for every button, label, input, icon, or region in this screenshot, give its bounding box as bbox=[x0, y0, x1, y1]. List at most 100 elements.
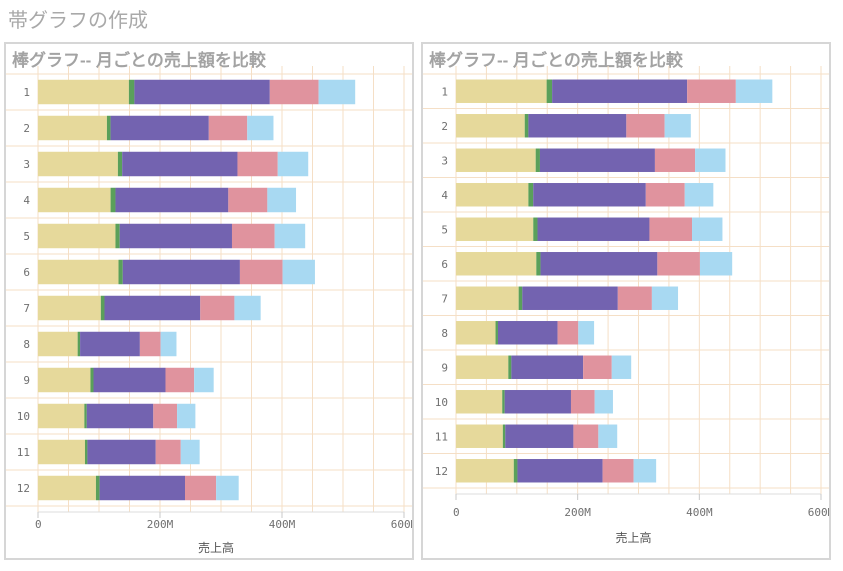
bar-segment-1-2[interactable] bbox=[546, 79, 553, 103]
bar-segment-11-1[interactable] bbox=[456, 424, 503, 448]
bar-segment-1-4[interactable] bbox=[269, 79, 319, 105]
bar-segment-3-1[interactable] bbox=[38, 151, 118, 177]
bar-segment-7-4[interactable] bbox=[617, 286, 652, 310]
bar-segment-5-1[interactable] bbox=[456, 217, 534, 241]
bar-segment-6-5[interactable] bbox=[282, 259, 315, 285]
bar-segment-9-1[interactable] bbox=[38, 367, 91, 393]
bar-segment-5-3[interactable] bbox=[119, 223, 232, 249]
bar-segment-7-1[interactable] bbox=[456, 286, 519, 310]
bar-segment-4-4[interactable] bbox=[228, 187, 268, 213]
bar-segment-12-3[interactable] bbox=[99, 475, 186, 501]
bar-segment-11-2[interactable] bbox=[84, 439, 88, 465]
bar-segment-8-3[interactable] bbox=[497, 321, 558, 345]
bar-segment-7-2[interactable] bbox=[518, 286, 523, 310]
bar-segment-2-5[interactable] bbox=[664, 114, 691, 138]
bar-segment-11-3[interactable] bbox=[87, 439, 156, 465]
bar-segment-8-2[interactable] bbox=[77, 331, 81, 357]
bar-segment-10-3[interactable] bbox=[86, 403, 154, 429]
bar-segment-8-5[interactable] bbox=[160, 331, 177, 357]
bar-segment-12-1[interactable] bbox=[38, 475, 96, 501]
bar-segment-11-3[interactable] bbox=[505, 424, 574, 448]
bar-segment-6-3[interactable] bbox=[122, 259, 240, 285]
bar-segment-6-3[interactable] bbox=[540, 252, 658, 276]
bar-segment-12-5[interactable] bbox=[216, 475, 239, 501]
bar-segment-8-2[interactable] bbox=[495, 321, 498, 345]
bar-segment-8-1[interactable] bbox=[456, 321, 496, 345]
bar-segment-1-2[interactable] bbox=[128, 79, 135, 105]
bar-segment-10-2[interactable] bbox=[502, 390, 505, 414]
bar-segment-9-4[interactable] bbox=[583, 355, 612, 379]
bar-segment-4-3[interactable] bbox=[115, 187, 229, 213]
bar-segment-8-5[interactable] bbox=[578, 321, 595, 345]
bar-segment-7-1[interactable] bbox=[38, 295, 101, 321]
bar-segment-3-2[interactable] bbox=[117, 151, 123, 177]
bar-segment-2-1[interactable] bbox=[38, 115, 107, 141]
bar-segment-12-5[interactable] bbox=[633, 459, 657, 483]
bar-segment-8-3[interactable] bbox=[80, 331, 140, 357]
bar-segment-2-4[interactable] bbox=[208, 115, 248, 141]
bar-segment-11-5[interactable] bbox=[598, 424, 618, 448]
bar-segment-3-5[interactable] bbox=[277, 151, 309, 177]
bar-segment-3-4[interactable] bbox=[654, 148, 696, 172]
bar-segment-6-4[interactable] bbox=[239, 259, 283, 285]
bar-segment-10-1[interactable] bbox=[456, 390, 503, 414]
bar-segment-4-5[interactable] bbox=[267, 187, 297, 213]
bar-segment-12-4[interactable] bbox=[602, 459, 634, 483]
bar-segment-10-3[interactable] bbox=[504, 390, 571, 414]
bar-segment-7-3[interactable] bbox=[522, 286, 618, 310]
bar-segment-11-4[interactable] bbox=[155, 439, 181, 465]
bar-segment-7-5[interactable] bbox=[234, 295, 261, 321]
bar-segment-10-5[interactable] bbox=[177, 403, 196, 429]
bar-segment-9-4[interactable] bbox=[165, 367, 195, 393]
bar-segment-7-3[interactable] bbox=[104, 295, 201, 321]
bar-segment-4-3[interactable] bbox=[533, 183, 646, 207]
bar-segment-9-2[interactable] bbox=[90, 367, 94, 393]
bar-segment-9-3[interactable] bbox=[93, 367, 166, 393]
bar-segment-9-5[interactable] bbox=[611, 355, 632, 379]
bar-segment-2-2[interactable] bbox=[524, 114, 529, 138]
bar-segment-6-4[interactable] bbox=[657, 252, 700, 276]
bar-segment-11-4[interactable] bbox=[573, 424, 599, 448]
bar-segment-5-4[interactable] bbox=[649, 217, 693, 241]
bar-segment-4-5[interactable] bbox=[684, 183, 714, 207]
bar-segment-12-2[interactable] bbox=[95, 475, 100, 501]
bar-segment-10-5[interactable] bbox=[594, 390, 613, 414]
bar-segment-4-1[interactable] bbox=[456, 183, 529, 207]
bar-segment-5-4[interactable] bbox=[231, 223, 275, 249]
bar-segment-5-3[interactable] bbox=[537, 217, 650, 241]
bar-segment-12-2[interactable] bbox=[513, 459, 518, 483]
bar-segment-6-2[interactable] bbox=[118, 259, 123, 285]
bar-segment-11-2[interactable] bbox=[502, 424, 506, 448]
bar-segment-5-2[interactable] bbox=[533, 217, 538, 241]
bar-segment-7-5[interactable] bbox=[651, 286, 679, 310]
bar-segment-2-4[interactable] bbox=[626, 114, 665, 138]
bar-segment-10-4[interactable] bbox=[570, 390, 595, 414]
bar-segment-6-1[interactable] bbox=[38, 259, 119, 285]
bar-segment-1-5[interactable] bbox=[735, 79, 773, 103]
bar-segment-1-3[interactable] bbox=[134, 79, 270, 105]
bar-segment-10-4[interactable] bbox=[153, 403, 178, 429]
bar-segment-3-1[interactable] bbox=[456, 148, 536, 172]
bar-segment-1-5[interactable] bbox=[318, 79, 356, 105]
bar-segment-2-1[interactable] bbox=[456, 114, 525, 138]
bar-segment-8-4[interactable] bbox=[139, 331, 161, 357]
bar-segment-10-1[interactable] bbox=[38, 403, 85, 429]
bar-segment-2-2[interactable] bbox=[106, 115, 111, 141]
bar-segment-9-3[interactable] bbox=[511, 355, 584, 379]
bar-segment-9-1[interactable] bbox=[456, 355, 509, 379]
bar-segment-9-5[interactable] bbox=[194, 367, 214, 393]
bar-segment-6-1[interactable] bbox=[456, 252, 537, 276]
bar-segment-2-3[interactable] bbox=[528, 114, 627, 138]
bar-segment-8-4[interactable] bbox=[557, 321, 579, 345]
bar-segment-7-4[interactable] bbox=[200, 295, 235, 321]
bar-segment-6-2[interactable] bbox=[536, 252, 541, 276]
bar-segment-4-4[interactable] bbox=[645, 183, 685, 207]
bar-segment-5-5[interactable] bbox=[692, 217, 723, 241]
bar-segment-10-2[interactable] bbox=[84, 403, 87, 429]
bar-segment-1-1[interactable] bbox=[38, 79, 129, 105]
bar-segment-8-1[interactable] bbox=[38, 331, 78, 357]
bar-segment-5-5[interactable] bbox=[274, 223, 306, 249]
bar-segment-12-4[interactable] bbox=[185, 475, 217, 501]
bar-segment-12-3[interactable] bbox=[517, 459, 603, 483]
bar-segment-5-1[interactable] bbox=[38, 223, 116, 249]
